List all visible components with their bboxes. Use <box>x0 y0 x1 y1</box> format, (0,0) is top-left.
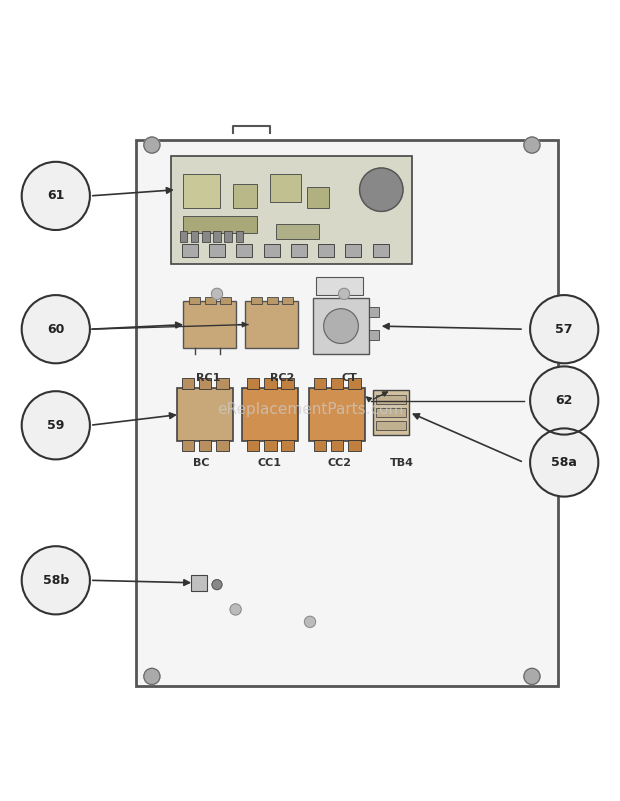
Circle shape <box>304 616 316 627</box>
FancyBboxPatch shape <box>345 244 361 256</box>
FancyBboxPatch shape <box>220 297 231 304</box>
FancyBboxPatch shape <box>281 378 294 389</box>
FancyBboxPatch shape <box>136 140 558 686</box>
FancyBboxPatch shape <box>282 297 293 304</box>
FancyBboxPatch shape <box>291 244 307 256</box>
Circle shape <box>22 162 90 230</box>
Circle shape <box>324 308 358 344</box>
Circle shape <box>144 668 160 685</box>
FancyBboxPatch shape <box>373 244 389 256</box>
Text: RC2: RC2 <box>270 372 294 383</box>
FancyBboxPatch shape <box>247 440 259 451</box>
Text: 58a: 58a <box>551 456 577 469</box>
FancyBboxPatch shape <box>313 298 369 354</box>
FancyBboxPatch shape <box>189 297 200 304</box>
Circle shape <box>524 137 540 153</box>
FancyBboxPatch shape <box>182 378 194 389</box>
Circle shape <box>360 168 403 211</box>
Circle shape <box>22 295 90 364</box>
Circle shape <box>530 295 598 364</box>
Text: 59: 59 <box>47 419 64 432</box>
FancyBboxPatch shape <box>331 378 343 389</box>
FancyBboxPatch shape <box>251 297 262 304</box>
FancyBboxPatch shape <box>314 378 326 389</box>
Text: 58b: 58b <box>43 574 69 587</box>
Circle shape <box>22 546 90 614</box>
FancyBboxPatch shape <box>182 244 198 256</box>
FancyBboxPatch shape <box>267 297 278 304</box>
FancyBboxPatch shape <box>318 244 334 256</box>
Circle shape <box>524 668 540 685</box>
FancyBboxPatch shape <box>202 231 210 243</box>
FancyBboxPatch shape <box>216 440 229 451</box>
Circle shape <box>530 429 598 497</box>
FancyBboxPatch shape <box>264 244 280 256</box>
FancyBboxPatch shape <box>307 187 329 208</box>
FancyBboxPatch shape <box>199 440 211 451</box>
FancyBboxPatch shape <box>209 244 225 256</box>
FancyBboxPatch shape <box>348 378 361 389</box>
FancyBboxPatch shape <box>264 440 277 451</box>
FancyBboxPatch shape <box>281 440 294 451</box>
Circle shape <box>230 604 241 615</box>
Text: BC: BC <box>193 457 210 468</box>
FancyBboxPatch shape <box>348 440 361 451</box>
FancyBboxPatch shape <box>376 408 406 417</box>
FancyBboxPatch shape <box>331 440 343 451</box>
Circle shape <box>144 137 160 153</box>
FancyBboxPatch shape <box>376 421 406 429</box>
FancyBboxPatch shape <box>183 174 220 208</box>
Text: CC1: CC1 <box>258 457 281 468</box>
Text: 61: 61 <box>47 189 64 203</box>
Circle shape <box>339 288 350 300</box>
FancyBboxPatch shape <box>232 183 257 208</box>
FancyBboxPatch shape <box>373 390 409 435</box>
FancyBboxPatch shape <box>191 231 198 243</box>
FancyBboxPatch shape <box>242 388 298 441</box>
FancyBboxPatch shape <box>376 395 406 404</box>
FancyBboxPatch shape <box>224 231 232 243</box>
FancyBboxPatch shape <box>180 231 187 243</box>
Circle shape <box>211 288 223 300</box>
FancyBboxPatch shape <box>199 378 211 389</box>
FancyBboxPatch shape <box>183 301 236 348</box>
Text: 57: 57 <box>556 323 573 336</box>
FancyBboxPatch shape <box>314 440 326 451</box>
Circle shape <box>530 366 598 435</box>
FancyBboxPatch shape <box>236 231 243 243</box>
FancyBboxPatch shape <box>236 244 252 256</box>
Text: RC1: RC1 <box>195 372 220 383</box>
Text: 62: 62 <box>556 394 573 407</box>
Text: CT: CT <box>341 372 357 383</box>
FancyBboxPatch shape <box>247 378 259 389</box>
FancyBboxPatch shape <box>309 388 365 441</box>
Text: eReplacementParts.com: eReplacementParts.com <box>217 402 403 417</box>
FancyBboxPatch shape <box>191 575 207 591</box>
FancyBboxPatch shape <box>183 215 257 233</box>
FancyBboxPatch shape <box>216 378 229 389</box>
FancyBboxPatch shape <box>369 331 379 340</box>
FancyBboxPatch shape <box>270 174 301 202</box>
Circle shape <box>22 391 90 460</box>
FancyBboxPatch shape <box>170 155 412 264</box>
FancyBboxPatch shape <box>276 223 319 239</box>
FancyBboxPatch shape <box>177 388 232 441</box>
Text: TB4: TB4 <box>390 457 414 468</box>
Text: CC2: CC2 <box>328 457 352 468</box>
FancyBboxPatch shape <box>245 301 298 348</box>
FancyBboxPatch shape <box>182 440 194 451</box>
FancyBboxPatch shape <box>369 307 379 317</box>
FancyBboxPatch shape <box>316 276 363 295</box>
FancyBboxPatch shape <box>264 378 277 389</box>
Text: 60: 60 <box>47 323 64 336</box>
Circle shape <box>212 580 222 590</box>
FancyBboxPatch shape <box>205 297 216 304</box>
FancyBboxPatch shape <box>213 231 221 243</box>
